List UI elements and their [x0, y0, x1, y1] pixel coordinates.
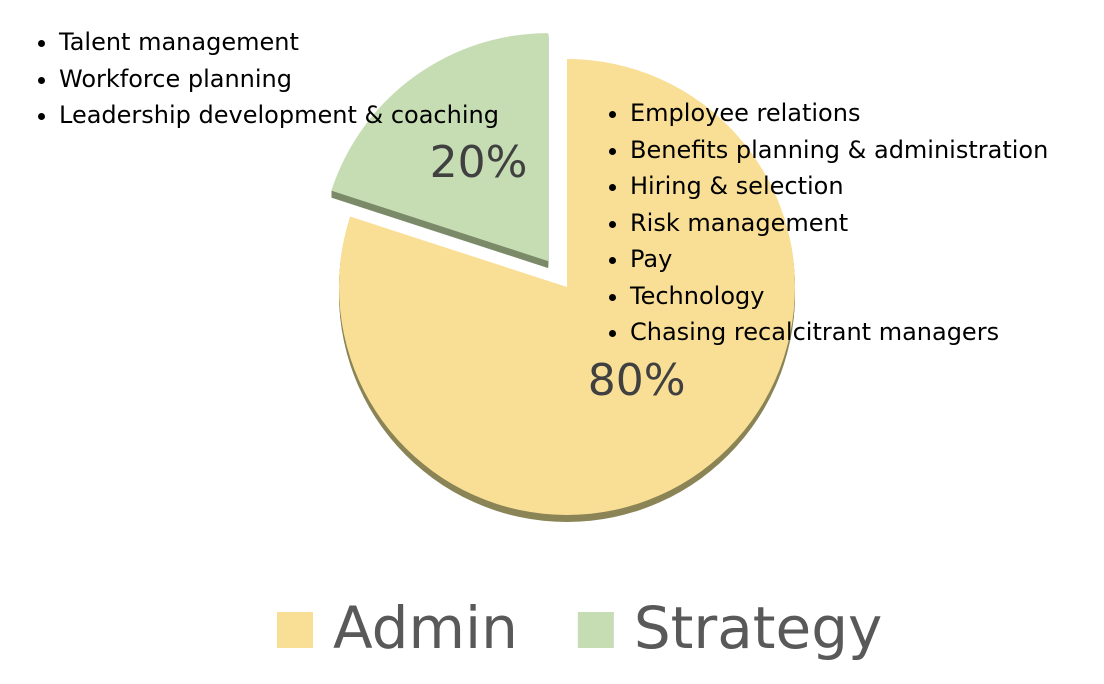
- annotation-item: Chasing recalcitrant managers: [630, 314, 1048, 351]
- pie-slice: [339, 59, 795, 515]
- annotation-item: Talent management: [59, 24, 499, 61]
- annotation-item: Pay: [630, 241, 1048, 278]
- legend: Admin Strategy: [277, 594, 882, 662]
- annotation-item: Benefits planning & administration: [630, 132, 1048, 169]
- legend-swatch: [277, 612, 313, 648]
- annotation-item: Risk management: [630, 205, 1048, 242]
- annotation-list: Talent managementWorkforce planningLeade…: [23, 24, 499, 134]
- value-label: 80%: [588, 355, 686, 406]
- annotation-list: Employee relationsBenefits planning & ad…: [594, 95, 1048, 351]
- legend-swatch: [577, 612, 614, 648]
- value-label: 20%: [430, 137, 528, 188]
- annotation-item: Workforce planning: [59, 61, 499, 98]
- legend-label: Admin: [333, 594, 518, 662]
- annotation-item: Employee relations: [630, 95, 1048, 132]
- annotation-item: Technology: [630, 278, 1048, 315]
- annotation-item: Leadership development & coaching: [59, 97, 499, 134]
- pie-slice: [331, 33, 549, 262]
- annotation-item: Hiring & selection: [630, 168, 1048, 205]
- legend-label: Strategy: [634, 594, 883, 662]
